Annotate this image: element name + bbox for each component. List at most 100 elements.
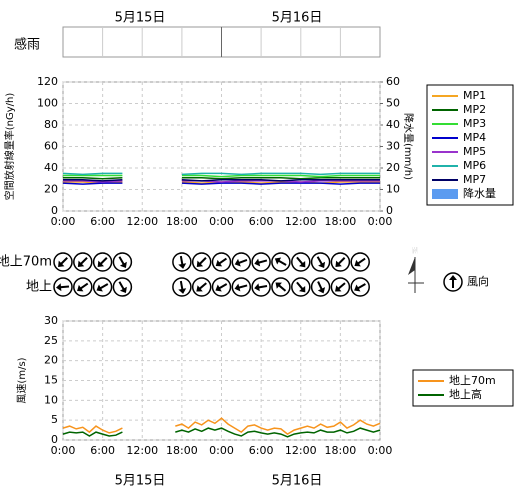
y-tick-label: 30 xyxy=(44,314,58,327)
arrow-shaft xyxy=(179,280,184,291)
y-tick-label: 25 xyxy=(44,334,58,347)
arrow-shaft xyxy=(316,256,323,266)
arrow-head xyxy=(254,258,261,267)
wind-arrow xyxy=(92,277,113,297)
wind-arrow xyxy=(291,277,311,297)
row-label: 地上 xyxy=(26,280,52,295)
arrow xyxy=(254,283,268,292)
arrow-shaft xyxy=(238,259,248,264)
y-tick-label: 0 xyxy=(51,204,58,217)
x-tick-label: 18:00 xyxy=(166,444,198,457)
wind-arrow xyxy=(251,277,271,297)
arrow-shaft xyxy=(59,285,70,289)
y-tick-label: 0 xyxy=(51,433,58,446)
wind-arrow xyxy=(73,277,93,297)
arrow-shaft xyxy=(238,284,248,289)
x-tick-label: 12:00 xyxy=(126,444,158,457)
wind-arrow xyxy=(191,277,212,297)
arrow-head xyxy=(119,286,127,294)
y-tick-label: 5 xyxy=(51,413,58,426)
legend-swatch xyxy=(432,189,458,199)
arrow-head xyxy=(196,260,204,267)
wind-legend-label: 風向 xyxy=(467,274,489,288)
arrow xyxy=(196,257,207,267)
legend-label: 地上高 xyxy=(449,387,482,401)
arrow xyxy=(196,282,207,292)
y-axis-label: 空間放射線量率(nGy/h) xyxy=(3,93,16,201)
x-tick-label: 12:00 xyxy=(126,215,158,228)
legend-label: MP5 xyxy=(463,145,486,158)
arrow xyxy=(274,257,287,266)
arrow xyxy=(296,256,306,268)
arrow-head xyxy=(77,284,84,292)
y-tick-label: 20 xyxy=(44,183,58,196)
x-tick-label: 0:00 xyxy=(51,215,76,228)
arrow-shaft xyxy=(337,257,346,265)
arrow xyxy=(234,258,248,267)
x-tick-label: 0:00 xyxy=(51,444,76,457)
wind-arrow xyxy=(172,252,192,272)
series-line xyxy=(62,427,381,438)
arrow-shaft xyxy=(99,283,109,290)
series-line xyxy=(63,176,380,180)
arrow xyxy=(354,283,366,292)
arrow-head xyxy=(119,261,127,269)
wind-arrow xyxy=(350,252,370,272)
x-tick-label: 6:00 xyxy=(90,444,115,457)
arrow-head xyxy=(275,282,282,289)
x-tick-label: 12:00 xyxy=(285,444,317,457)
arrow xyxy=(118,256,127,269)
legend-label: 降水量 xyxy=(463,186,496,200)
series-line xyxy=(63,174,380,178)
arrow xyxy=(335,257,346,267)
arrow-shaft xyxy=(118,256,125,266)
arrow-head xyxy=(97,260,105,267)
arrow xyxy=(335,282,346,292)
wind-arrow xyxy=(271,277,291,297)
legend-label: MP1 xyxy=(463,89,486,102)
rain-sensor-label: 感雨 xyxy=(14,37,40,53)
x-tick-label: 6:00 xyxy=(249,444,274,457)
arrow-shaft xyxy=(99,257,108,265)
arrow xyxy=(118,281,127,294)
north-label: N xyxy=(411,247,419,257)
y-tick-label: 60 xyxy=(44,140,58,153)
y-tick-label: 80 xyxy=(44,118,58,131)
wind-arrow xyxy=(53,277,73,297)
y2-tick-label: 0 xyxy=(386,204,393,217)
wind-arrow xyxy=(251,252,271,272)
legend-box xyxy=(426,84,514,206)
y2-tick-label: 20 xyxy=(386,161,400,174)
wind-arrow xyxy=(112,252,133,272)
y-tick-label: 40 xyxy=(44,161,58,174)
series-line xyxy=(62,182,380,185)
date-label: 5月15日 xyxy=(115,11,166,26)
arrow-head xyxy=(354,259,361,267)
arrow-head xyxy=(77,260,85,267)
y-tick-label: 15 xyxy=(44,374,58,387)
wind-arrow xyxy=(172,277,192,297)
arrow-head xyxy=(254,283,260,292)
series-line xyxy=(62,417,381,436)
arrow-shaft xyxy=(296,281,304,290)
y2-axis-label: 降水量(mm/h) xyxy=(402,113,415,180)
y2-tick-label: 50 xyxy=(386,97,400,110)
arrow xyxy=(77,257,88,267)
arrow-head xyxy=(335,260,342,267)
y-tick-label: 120 xyxy=(37,75,58,88)
north-symbol: N xyxy=(408,247,424,293)
wind-arrow xyxy=(211,277,232,297)
svg-text:N: N xyxy=(411,247,419,257)
arrow xyxy=(354,257,366,267)
x-tick-label: 12:00 xyxy=(285,215,317,228)
arrow xyxy=(215,257,227,267)
date-label: 5月15日 xyxy=(115,474,166,489)
wind-arrow xyxy=(330,277,351,297)
arrow xyxy=(58,257,68,267)
arrow-shaft xyxy=(198,257,207,265)
arrow xyxy=(215,283,228,292)
rain-sensor-box xyxy=(62,26,381,58)
y2-tick-label: 40 xyxy=(386,118,400,131)
x-tick-label: 0:00 xyxy=(209,215,234,228)
